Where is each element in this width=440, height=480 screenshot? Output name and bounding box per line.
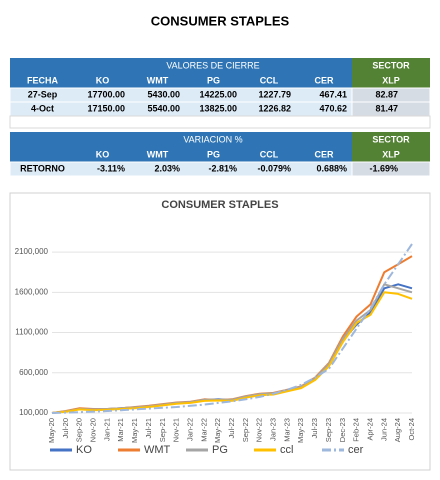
x-tick-label: Nov-22 bbox=[255, 418, 264, 442]
x-tick-label: May-21 bbox=[130, 418, 139, 443]
column-header: CER bbox=[314, 149, 334, 159]
x-tick-label: Sep-20 bbox=[75, 418, 84, 442]
column-header: CCL bbox=[260, 75, 279, 85]
x-tick-label: Jan-21 bbox=[102, 418, 111, 441]
x-tick-label: Jul-23 bbox=[310, 418, 319, 438]
y-tick-label: 1100,000 bbox=[15, 328, 48, 337]
series-line bbox=[51, 243, 413, 414]
cell: 1226.82 bbox=[258, 103, 291, 113]
x-tick-label: Jun-24 bbox=[379, 418, 388, 441]
column-header: PG bbox=[207, 149, 220, 159]
x-tick-label: Sep-21 bbox=[158, 418, 167, 442]
column-header: KO bbox=[96, 149, 110, 159]
column-header: XLP bbox=[382, 149, 400, 159]
cell: -0.079% bbox=[257, 163, 291, 173]
cell: 81.47 bbox=[375, 103, 398, 113]
group-header: VARIACION % bbox=[183, 134, 242, 144]
y-tick-label: 600,000 bbox=[19, 368, 48, 377]
row-label: RETORNO bbox=[20, 163, 65, 173]
cell: 5540.00 bbox=[147, 103, 180, 113]
column-header: CER bbox=[314, 75, 334, 85]
y-tick-label: 100,000 bbox=[19, 408, 48, 417]
legend-label: PG bbox=[212, 444, 228, 456]
cell: 470.62 bbox=[319, 103, 347, 113]
legend-label: ccl bbox=[280, 444, 293, 456]
sector-bg bbox=[352, 132, 430, 162]
column-header: XLP bbox=[382, 75, 400, 85]
x-tick-label: Dec-23 bbox=[338, 418, 347, 442]
cell: 467.41 bbox=[319, 89, 347, 99]
column-header: FECHA bbox=[27, 75, 58, 85]
x-tick-label: Sep-22 bbox=[241, 418, 250, 442]
spacer-row bbox=[9, 115, 431, 129]
x-tick-label: Mar-23 bbox=[282, 418, 291, 442]
column-header: KO bbox=[96, 75, 110, 85]
chart-title: CONSUMER STAPLES bbox=[161, 199, 278, 211]
sector-bg bbox=[352, 58, 430, 88]
column-header: WMT bbox=[147, 149, 169, 159]
cell: 1227.79 bbox=[258, 89, 291, 99]
x-tick-label: Aug-24 bbox=[393, 418, 402, 442]
y-tick-label: 2100,000 bbox=[15, 247, 49, 256]
page-title: CONSUMER STAPLES bbox=[151, 13, 290, 28]
x-tick-label: Mar-22 bbox=[199, 418, 208, 442]
group-header: VALORES DE CIERRE bbox=[166, 60, 259, 70]
legend-label: cer bbox=[348, 444, 364, 456]
cell: 14225.00 bbox=[199, 89, 237, 99]
cell: -1.69% bbox=[369, 163, 398, 173]
cell: -3.11% bbox=[97, 163, 125, 173]
sector-header: SECTOR bbox=[372, 134, 410, 144]
x-tick-label: May-23 bbox=[296, 418, 305, 443]
x-tick-label: Nov-21 bbox=[172, 418, 181, 442]
cell: 17150.00 bbox=[87, 103, 125, 113]
cell: 13825.00 bbox=[199, 103, 237, 113]
y-tick-label: 1600,000 bbox=[15, 287, 49, 296]
x-tick-label: Jul-21 bbox=[144, 418, 153, 438]
row-sector-bg bbox=[351, 161, 431, 177]
series-line bbox=[51, 291, 413, 414]
x-tick-label: Mar-21 bbox=[116, 418, 125, 442]
column-header: WMT bbox=[147, 75, 169, 85]
cell: 2.03% bbox=[154, 163, 180, 173]
header-bg bbox=[10, 132, 352, 162]
row-bg bbox=[9, 101, 353, 117]
chart-frame bbox=[9, 192, 431, 471]
x-tick-label: Feb-24 bbox=[352, 418, 361, 442]
column-header: PG bbox=[207, 75, 220, 85]
header-bg bbox=[10, 58, 352, 88]
x-tick-label: May-20 bbox=[47, 418, 56, 443]
x-tick-label: Jul-22 bbox=[227, 418, 236, 438]
x-tick-label: Sep-23 bbox=[324, 418, 333, 442]
x-tick-label: Nov-20 bbox=[89, 418, 98, 442]
x-tick-label: Oct-24 bbox=[407, 418, 416, 441]
row-bg bbox=[9, 87, 353, 103]
legend-label: KO bbox=[76, 444, 92, 456]
x-tick-label: May-22 bbox=[213, 418, 222, 443]
row-label: 27-Sep bbox=[28, 89, 58, 99]
cell: 82.87 bbox=[375, 89, 398, 99]
cell: 5430.00 bbox=[147, 89, 180, 99]
legend-label: WMT bbox=[144, 444, 171, 456]
x-tick-label: Jul-20 bbox=[61, 418, 70, 438]
column-header: CCL bbox=[260, 149, 279, 159]
row-label: 4-Oct bbox=[31, 103, 54, 113]
x-tick-label: Jan-23 bbox=[269, 418, 278, 441]
cell: -2.81% bbox=[208, 163, 237, 173]
cell: 17700.00 bbox=[87, 89, 125, 99]
x-tick-label: Apr-24 bbox=[365, 418, 374, 441]
sector-header: SECTOR bbox=[372, 60, 410, 70]
x-tick-label: Jan-22 bbox=[185, 418, 194, 441]
cell: 0.688% bbox=[316, 163, 347, 173]
